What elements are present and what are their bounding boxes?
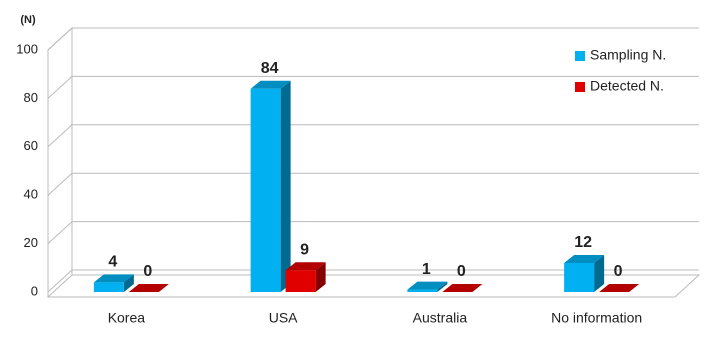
- bar-top: [442, 284, 483, 292]
- bar-side: [437, 281, 448, 292]
- bar-top: [599, 284, 640, 292]
- grid-line: [47, 27, 699, 51]
- x-tick-label: Australia: [413, 310, 468, 326]
- bar: [407, 281, 448, 292]
- bar-front: [93, 282, 124, 292]
- legend-label: Detected N.: [590, 78, 664, 94]
- bar-side: [594, 254, 605, 292]
- bar: [93, 274, 134, 292]
- bar-front: [250, 88, 281, 292]
- bar-top: [128, 284, 169, 292]
- bar-front: [407, 289, 438, 292]
- value-label: 0: [614, 263, 623, 280]
- bar-top: [407, 281, 448, 290]
- bar-side: [315, 262, 326, 292]
- legend-swatch: [575, 51, 585, 61]
- y-tick-label: 80: [24, 90, 38, 105]
- legend-label: Sampling N.: [590, 47, 666, 63]
- back-wall: [47, 26, 73, 297]
- bar-front: [285, 270, 316, 292]
- x-tick-label: Korea: [108, 310, 146, 326]
- bar: [285, 262, 326, 292]
- grid-line: [47, 221, 699, 244]
- y-axis-unit: (N): [20, 14, 36, 26]
- x-tick-label: No information: [551, 310, 642, 326]
- grid-line: [47, 269, 699, 293]
- grid-line: [47, 75, 699, 99]
- value-label: 1: [422, 261, 431, 278]
- value-label: 9: [300, 241, 309, 258]
- value-label: 12: [574, 234, 592, 251]
- y-tick-label: 0: [31, 283, 38, 298]
- value-label: 4: [108, 254, 117, 271]
- grid-line: [47, 172, 699, 196]
- grid-line: [47, 124, 699, 148]
- value-label: 84: [261, 60, 279, 77]
- bar-top: [93, 274, 134, 283]
- bar-front: [564, 262, 595, 292]
- y-tick-label: 40: [24, 187, 38, 202]
- value-label: 0: [143, 263, 152, 280]
- bar-top: [250, 80, 291, 89]
- floor: [46, 274, 701, 298]
- y-tick-label: 20: [24, 235, 38, 250]
- bar-side: [280, 80, 291, 292]
- bar-side: [123, 274, 134, 292]
- bar: [599, 284, 640, 292]
- bar: [442, 284, 483, 292]
- legend-swatch: [575, 82, 585, 92]
- bar-top: [285, 262, 326, 271]
- bar-top: [564, 254, 605, 263]
- bar: [250, 80, 291, 292]
- y-tick-label: 60: [24, 138, 38, 153]
- bar: [564, 254, 605, 292]
- x-tick-label: USA: [269, 310, 298, 326]
- y-tick-label: 100: [16, 41, 38, 56]
- value-label: 0: [457, 263, 466, 280]
- bar: [128, 284, 169, 292]
